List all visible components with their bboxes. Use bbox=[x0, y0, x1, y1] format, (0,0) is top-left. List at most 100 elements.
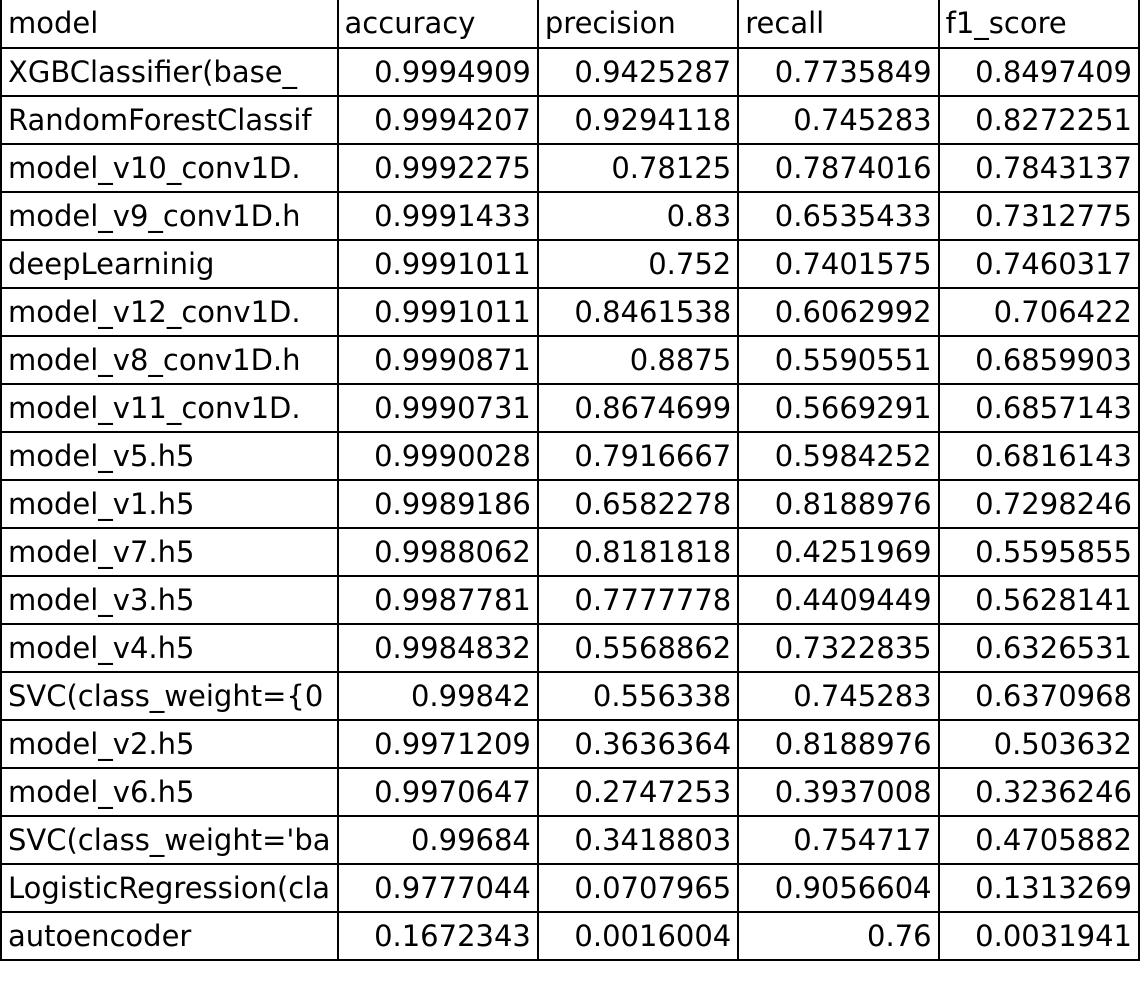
cell-accuracy[interactable]: 0.9984832 bbox=[336, 622, 539, 673]
cell-accuracy[interactable]: 0.1672343 bbox=[336, 910, 539, 961]
cell-model[interactable]: model_v8_conv1D.h bbox=[0, 334, 339, 385]
cell-f1-score[interactable]: 0.6326531 bbox=[937, 622, 1140, 673]
cell-model[interactable]: LogisticRegression(cla bbox=[0, 862, 339, 913]
header-cell-precision[interactable]: precision bbox=[536, 0, 740, 49]
cell-f1-score[interactable]: 0.1313269 bbox=[937, 862, 1140, 913]
cell-precision[interactable]: 0.5568862 bbox=[536, 622, 740, 673]
cell-recall[interactable]: 0.8188976 bbox=[737, 718, 940, 769]
cell-model[interactable]: model_v9_conv1D.h bbox=[0, 190, 339, 241]
cell-recall[interactable]: 0.3937008 bbox=[737, 766, 940, 817]
cell-f1-score[interactable]: 0.8272251 bbox=[937, 94, 1140, 145]
cell-accuracy[interactable]: 0.9991011 bbox=[336, 238, 539, 289]
cell-accuracy[interactable]: 0.99684 bbox=[336, 814, 539, 865]
cell-precision[interactable]: 0.3418803 bbox=[536, 814, 740, 865]
cell-recall[interactable]: 0.7874016 bbox=[737, 142, 940, 193]
cell-accuracy[interactable]: 0.9991011 bbox=[336, 286, 539, 337]
cell-accuracy[interactable]: 0.9989186 bbox=[336, 478, 539, 529]
cell-model[interactable]: model_v11_conv1D. bbox=[0, 382, 339, 433]
cell-f1-score[interactable]: 0.706422 bbox=[937, 286, 1140, 337]
cell-model[interactable]: model_v3.h5 bbox=[0, 574, 339, 625]
cell-model[interactable]: model_v5.h5 bbox=[0, 430, 339, 481]
cell-model[interactable]: model_v6.h5 bbox=[0, 766, 339, 817]
cell-accuracy[interactable]: 0.9994207 bbox=[336, 94, 539, 145]
cell-recall[interactable]: 0.7401575 bbox=[737, 238, 940, 289]
cell-recall[interactable]: 0.5984252 bbox=[737, 430, 940, 481]
cell-model[interactable]: model_v1.h5 bbox=[0, 478, 339, 529]
cell-recall[interactable]: 0.745283 bbox=[737, 94, 940, 145]
cell-model[interactable]: autoencoder bbox=[0, 910, 339, 961]
cell-precision[interactable]: 0.78125 bbox=[536, 142, 740, 193]
cell-precision[interactable]: 0.8461538 bbox=[536, 286, 740, 337]
cell-recall[interactable]: 0.76 bbox=[737, 910, 940, 961]
cell-accuracy[interactable]: 0.9994909 bbox=[336, 46, 539, 97]
cell-precision[interactable]: 0.2747253 bbox=[536, 766, 740, 817]
cell-model[interactable]: SVC(class_weight={0 bbox=[0, 670, 339, 721]
cell-f1-score[interactable]: 0.5628141 bbox=[937, 574, 1140, 625]
cell-precision[interactable]: 0.83 bbox=[536, 190, 740, 241]
cell-recall[interactable]: 0.7735849 bbox=[737, 46, 940, 97]
cell-recall[interactable]: 0.6535433 bbox=[737, 190, 940, 241]
cell-recall[interactable]: 0.9056604 bbox=[737, 862, 940, 913]
cell-model[interactable]: deepLearninig bbox=[0, 238, 339, 289]
cell-recall[interactable]: 0.6062992 bbox=[737, 286, 940, 337]
cell-precision[interactable]: 0.8875 bbox=[536, 334, 740, 385]
cell-model[interactable]: model_v7.h5 bbox=[0, 526, 339, 577]
cell-f1-score[interactable]: 0.0031941 bbox=[937, 910, 1140, 961]
cell-recall[interactable]: 0.745283 bbox=[737, 670, 940, 721]
cell-accuracy[interactable]: 0.9971209 bbox=[336, 718, 539, 769]
cell-accuracy[interactable]: 0.9970647 bbox=[336, 766, 539, 817]
cell-f1-score[interactable]: 0.7298246 bbox=[937, 478, 1140, 529]
cell-precision[interactable]: 0.7916667 bbox=[536, 430, 740, 481]
cell-f1-score[interactable]: 0.3236246 bbox=[937, 766, 1140, 817]
cell-f1-score[interactable]: 0.7843137 bbox=[937, 142, 1140, 193]
cell-f1-score[interactable]: 0.7460317 bbox=[937, 238, 1140, 289]
cell-f1-score[interactable]: 0.4705882 bbox=[937, 814, 1140, 865]
cell-accuracy[interactable]: 0.9988062 bbox=[336, 526, 539, 577]
cell-precision[interactable]: 0.0707965 bbox=[536, 862, 740, 913]
cell-recall[interactable]: 0.4251969 bbox=[737, 526, 940, 577]
cell-f1-score[interactable]: 0.6370968 bbox=[937, 670, 1140, 721]
cell-accuracy[interactable]: 0.9990871 bbox=[336, 334, 539, 385]
cell-recall[interactable]: 0.7322835 bbox=[737, 622, 940, 673]
cell-accuracy[interactable]: 0.9990028 bbox=[336, 430, 539, 481]
cell-f1-score[interactable]: 0.6859903 bbox=[937, 334, 1140, 385]
cell-precision[interactable]: 0.0016004 bbox=[536, 910, 740, 961]
cell-recall[interactable]: 0.5590551 bbox=[737, 334, 940, 385]
cell-recall[interactable]: 0.4409449 bbox=[737, 574, 940, 625]
header-cell-recall[interactable]: recall bbox=[737, 0, 940, 49]
cell-precision[interactable]: 0.9425287 bbox=[536, 46, 740, 97]
cell-model[interactable]: RandomForestClassif bbox=[0, 94, 339, 145]
cell-precision[interactable]: 0.8181818 bbox=[536, 526, 740, 577]
cell-model[interactable]: model_v4.h5 bbox=[0, 622, 339, 673]
cell-model[interactable]: model_v10_conv1D. bbox=[0, 142, 339, 193]
cell-precision[interactable]: 0.3636364 bbox=[536, 718, 740, 769]
cell-f1-score[interactable]: 0.6857143 bbox=[937, 382, 1140, 433]
cell-precision[interactable]: 0.9294118 bbox=[536, 94, 740, 145]
cell-accuracy[interactable]: 0.9992275 bbox=[336, 142, 539, 193]
cell-accuracy[interactable]: 0.9990731 bbox=[336, 382, 539, 433]
cell-precision[interactable]: 0.556338 bbox=[536, 670, 740, 721]
header-cell-f1-score[interactable]: f1_score bbox=[937, 0, 1140, 49]
cell-model[interactable]: SVC(class_weight='ba bbox=[0, 814, 339, 865]
cell-precision[interactable]: 0.6582278 bbox=[536, 478, 740, 529]
cell-f1-score[interactable]: 0.6816143 bbox=[937, 430, 1140, 481]
cell-accuracy[interactable]: 0.9987781 bbox=[336, 574, 539, 625]
cell-precision[interactable]: 0.752 bbox=[536, 238, 740, 289]
cell-f1-score[interactable]: 0.503632 bbox=[937, 718, 1140, 769]
cell-accuracy[interactable]: 0.9991433 bbox=[336, 190, 539, 241]
cell-recall[interactable]: 0.5669291 bbox=[737, 382, 940, 433]
cell-precision[interactable]: 0.7777778 bbox=[536, 574, 740, 625]
cell-model[interactable]: model_v12_conv1D. bbox=[0, 286, 339, 337]
cell-f1-score[interactable]: 0.5595855 bbox=[937, 526, 1140, 577]
cell-model[interactable]: XGBClassifier(base_ bbox=[0, 46, 339, 97]
header-cell-model[interactable]: model bbox=[0, 0, 339, 49]
cell-f1-score[interactable]: 0.7312775 bbox=[937, 190, 1140, 241]
cell-accuracy[interactable]: 0.99842 bbox=[336, 670, 539, 721]
header-cell-accuracy[interactable]: accuracy bbox=[336, 0, 539, 49]
cell-f1-score[interactable]: 0.8497409 bbox=[937, 46, 1140, 97]
cell-recall[interactable]: 0.754717 bbox=[737, 814, 940, 865]
cell-recall[interactable]: 0.8188976 bbox=[737, 478, 940, 529]
cell-accuracy[interactable]: 0.9777044 bbox=[336, 862, 539, 913]
cell-precision[interactable]: 0.8674699 bbox=[536, 382, 740, 433]
cell-model[interactable]: model_v2.h5 bbox=[0, 718, 339, 769]
